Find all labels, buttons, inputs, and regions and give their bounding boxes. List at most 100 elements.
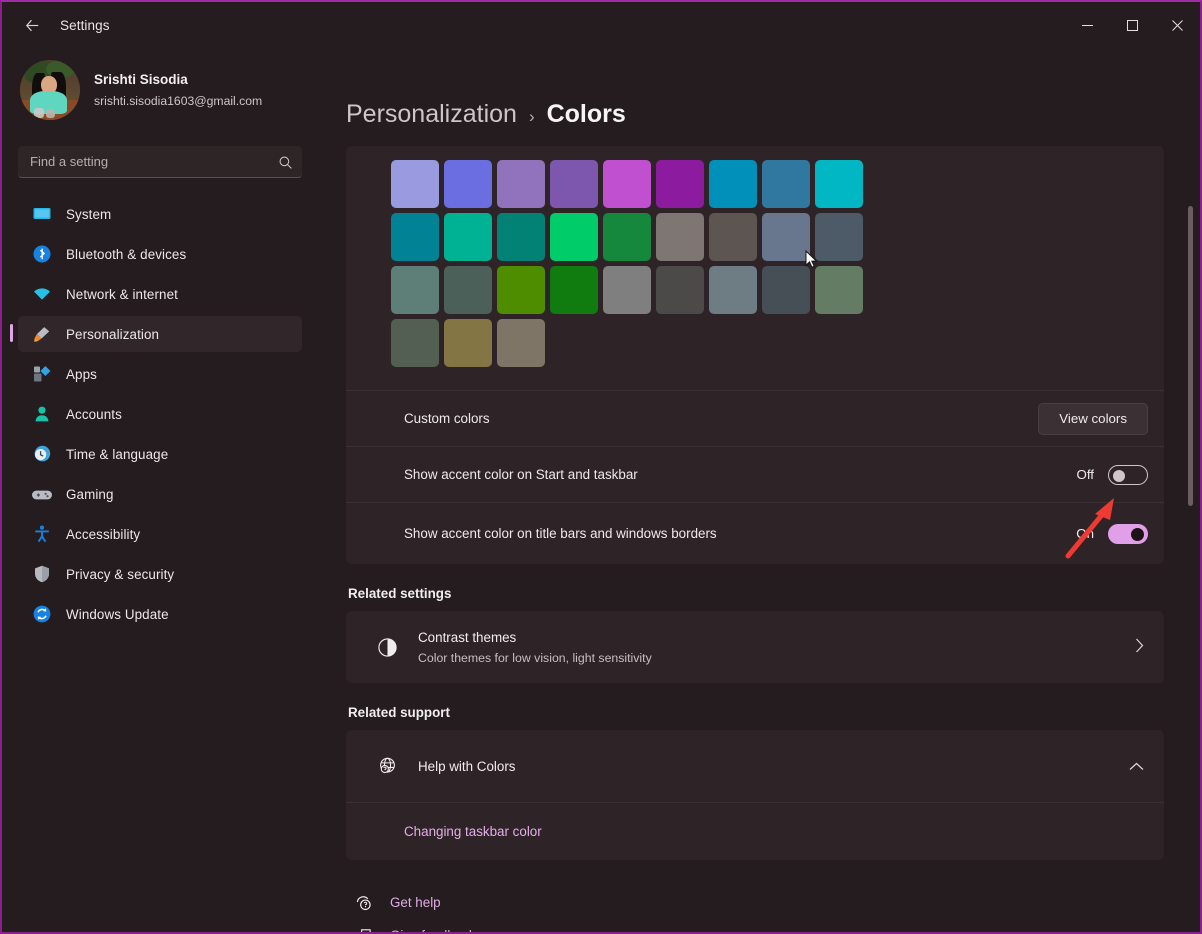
chevron-right-icon [1135,638,1148,657]
accent-swatch[interactable] [550,213,598,261]
sidebar-item-network-internet[interactable]: Network & internet [18,276,302,312]
sidebar-item-label: Network & internet [66,286,178,302]
get-help-row[interactable]: Get help [352,886,1164,919]
accent-swatch[interactable] [815,266,863,314]
accent-swatch[interactable] [709,266,757,314]
swatch-empty-slot [815,319,863,367]
sidebar-item-label: Accessibility [66,526,141,542]
changing-taskbar-color-row[interactable]: Changing taskbar color [346,802,1164,860]
maximize-icon [1127,19,1138,31]
contrast-icon [372,637,402,658]
search-input[interactable] [18,146,302,178]
accent-swatch[interactable] [762,160,810,208]
accent-swatch[interactable] [444,213,492,261]
sidebar-item-privacy-security[interactable]: Privacy & security [18,556,302,592]
accent-start-taskbar-toggle[interactable] [1108,464,1148,485]
sidebar-item-label: Accounts [66,406,122,422]
apps-icon [32,364,52,384]
sidebar-item-apps[interactable]: Apps [18,356,302,392]
accent-swatch[interactable] [603,266,651,314]
accent-swatch[interactable] [497,160,545,208]
accent-swatch[interactable] [656,160,704,208]
accent-swatch[interactable] [762,213,810,261]
accent-title-bars-toggle[interactable] [1108,523,1148,544]
minimize-icon [1082,24,1093,26]
sidebar-item-accessibility[interactable]: Accessibility [18,516,302,552]
chevron-up-icon[interactable] [1129,758,1148,775]
accent-swatch[interactable] [603,160,651,208]
breadcrumb-parent[interactable]: Personalization [346,100,517,128]
maximize-button[interactable] [1110,2,1155,48]
sidebar-item-gaming[interactable]: Gaming [18,476,302,512]
related-support-heading: Related support [348,705,450,720]
minimize-button[interactable] [1065,2,1110,48]
sidebar-item-personalization[interactable]: Personalization [10,316,302,352]
account-name: Srishti Sisodia [94,72,188,87]
accent-swatch[interactable] [762,266,810,314]
accent-swatch[interactable] [815,160,863,208]
accent-swatch[interactable] [391,266,439,314]
account-block[interactable]: Srishti Sisodia srishti.sisodia1603@gmai… [18,48,302,136]
custom-colors-label: Custom colors [404,411,490,426]
account-email: srishti.sisodia1603@gmail.com [94,94,263,108]
sidebar-item-label: Apps [66,366,97,382]
close-icon [1172,19,1183,31]
view-colors-button[interactable]: View colors [1038,402,1148,435]
mouse-cursor [805,249,818,274]
accent-swatch[interactable] [497,213,545,261]
feedback-icon [352,927,374,932]
clock-globe-icon [34,445,51,462]
accent-swatch[interactable] [391,160,439,208]
accent-swatch[interactable] [444,160,492,208]
search-box[interactable] [18,146,302,178]
give-feedback-row[interactable]: Give feedback [352,919,1164,932]
accent-swatch[interactable] [656,266,704,314]
give-feedback-label[interactable]: Give feedback [390,928,476,932]
scrollbar-thumb[interactable] [1188,206,1193,506]
accent-swatch[interactable] [444,266,492,314]
bluetooth-icon [33,245,51,263]
sidebar-item-system[interactable]: System [18,196,302,232]
close-button[interactable] [1155,2,1200,48]
swatch-empty-slot [762,319,810,367]
accent-swatch[interactable] [550,160,598,208]
app-title: Settings [60,17,110,33]
help-with-colors-row[interactable]: Help with Colors [346,730,1164,802]
sidebar-item-accounts[interactable]: Accounts [18,396,302,432]
paintbrush-icon [32,324,52,344]
swatch-panel [346,146,1164,390]
sidebar-item-bluetooth-devices[interactable]: Bluetooth & devices [18,236,302,272]
sidebar-item-windows-update[interactable]: Windows Update [18,596,302,632]
window-body: Srishti Sisodia srishti.sisodia1603@gmai… [2,48,1200,932]
accent-swatch[interactable] [709,213,757,261]
sidebar-item-label: Time & language [66,446,169,462]
sidebar-item-label: Personalization [66,326,160,342]
accent-swatch[interactable] [709,160,757,208]
contrast-themes-row[interactable]: Contrast themes Color themes for low vis… [346,611,1164,683]
accent-swatch[interactable] [497,266,545,314]
changing-taskbar-color-link[interactable]: Changing taskbar color [404,824,542,839]
accent-swatch[interactable] [550,266,598,314]
swatch-empty-slot [550,319,598,367]
swatch-empty-slot [656,319,704,367]
accent-swatch[interactable] [603,213,651,261]
update-icon [33,605,51,623]
accent-swatch[interactable] [391,319,439,367]
accent-swatch[interactable] [497,319,545,367]
get-help-label[interactable]: Get help [390,895,441,910]
scrollbar[interactable] [1188,146,1193,922]
contrast-themes-title: Contrast themes [418,629,517,645]
accent-swatch[interactable] [444,319,492,367]
person-icon [32,404,52,424]
settings-scroll-area: Custom colors View colors Show accent co… [330,146,1200,932]
accessibility-icon [35,525,49,543]
gamepad-icon [32,484,52,504]
accent-swatch[interactable] [391,213,439,261]
swatch-empty-slot [603,319,651,367]
accent-swatch[interactable] [656,213,704,261]
sidebar-item-time-language[interactable]: Time & language [18,436,302,472]
back-button[interactable] [12,9,52,41]
accent-swatch[interactable] [815,213,863,261]
contrast-themes-subtitle: Color themes for low vision, light sensi… [418,650,652,665]
get-help-icon [352,894,374,911]
